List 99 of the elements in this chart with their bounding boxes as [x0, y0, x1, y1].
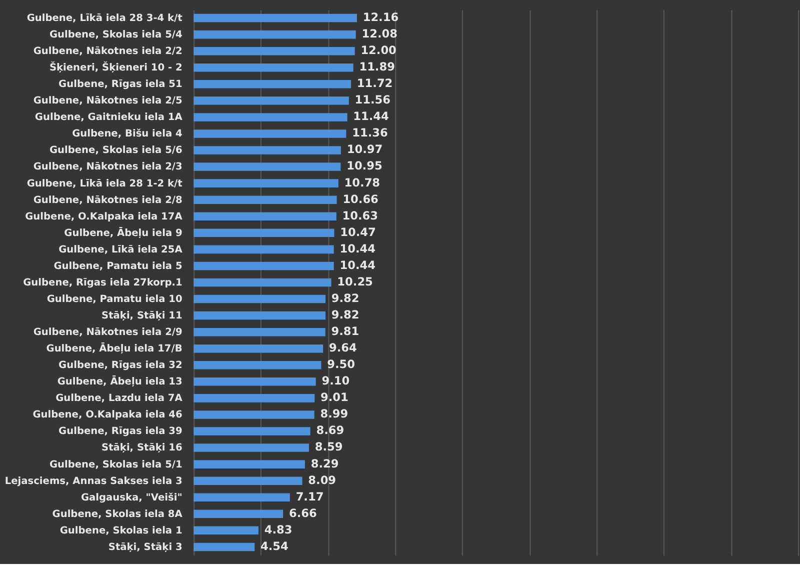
- y-tick-label: Gulbene, Bišu iela 4: [72, 128, 182, 140]
- y-tick-label: Gulbene, Rīgas iela 39: [58, 426, 182, 438]
- bar: [194, 14, 357, 22]
- data-label: 10.66: [342, 192, 379, 206]
- bar: [194, 245, 334, 254]
- data-label: 8.29: [310, 457, 339, 470]
- y-tick-label: Stāķi, Stāķi 3: [108, 542, 182, 553]
- bar: [194, 460, 305, 468]
- bar: [194, 212, 336, 221]
- y-tick-label: Gulbene, Nākotnes iela 2/2: [33, 46, 182, 58]
- data-label: 11.56: [354, 94, 391, 107]
- bar: [194, 410, 314, 419]
- data-label: 9.01: [320, 391, 349, 404]
- data-label: 8.59: [314, 440, 343, 454]
- bar: [194, 113, 348, 122]
- data-label: 7.17: [296, 490, 324, 504]
- y-tick-label: Gulbene, Ābeļu iela 13: [57, 376, 182, 388]
- y-tick-label: Gulbene, Skolas iela 5/1: [49, 459, 182, 470]
- bar: [194, 63, 354, 72]
- data-label: 10.78: [344, 176, 380, 190]
- data-label: 8.99: [320, 408, 348, 421]
- y-tick-label: Gulbene, Pamatu iela 10: [46, 294, 182, 305]
- y-tick-label: Gulbene, Nākotnes iela 2/5: [33, 96, 182, 107]
- data-label: 11.36: [352, 126, 388, 140]
- data-label: 4.83: [264, 523, 292, 536]
- bar: [194, 162, 341, 171]
- y-tick-label: Gulbene, Skolas iela 1: [60, 525, 182, 536]
- y-tick-label: Gulbene, Rīgas iela 32: [58, 360, 182, 372]
- data-label: 10.47: [340, 226, 376, 239]
- bar: [194, 30, 356, 39]
- data-label: 10.44: [340, 258, 376, 272]
- y-tick-label: Gulbene, Nākotnes iela 2/9: [33, 327, 182, 338]
- bar: [194, 46, 355, 56]
- y-tick-label: Gulbene, Ābeļu iela 9: [64, 226, 182, 239]
- data-label: 10.25: [337, 275, 374, 288]
- y-tick-label: Galgauska, "Veiši": [80, 492, 182, 504]
- y-tick-label: Gulbene, Gaitnieku iela 1A: [34, 112, 183, 124]
- data-label: 12.00: [360, 44, 397, 58]
- bar: [194, 262, 334, 270]
- data-label: 9.50: [327, 358, 356, 372]
- data-label: 9.82: [331, 308, 360, 322]
- bar: [194, 146, 341, 154]
- bar: [194, 311, 326, 320]
- data-label: 6.66: [288, 506, 317, 520]
- bar: [194, 196, 337, 204]
- data-label: 11.44: [353, 110, 390, 124]
- data-label: 4.54: [260, 540, 288, 553]
- bar: [194, 378, 316, 386]
- data-label: 11.72: [356, 77, 393, 90]
- bar: [194, 427, 310, 436]
- y-tick-label: Gulbene, Līkā iela 28 1-2 k/t: [26, 178, 183, 190]
- data-label: 10.95: [346, 160, 382, 173]
- data-label: 9.10: [322, 374, 350, 388]
- data-label: 8.09: [308, 474, 336, 487]
- data-label: 12.16: [362, 10, 399, 24]
- bar: [194, 444, 309, 452]
- data-label: 12.08: [362, 28, 398, 41]
- bar: [194, 394, 315, 402]
- y-tick-label: Gulbene, Ābeļu iela 17/B: [46, 342, 182, 355]
- y-tick-label: Gulbene, Rīgas iela 51: [58, 79, 182, 90]
- y-tick-label: Gulbene, Skolas iela 5/4: [49, 30, 182, 41]
- y-tick-label: Gulbene, Nākotnes iela 2/8: [33, 194, 182, 206]
- bar: [194, 294, 326, 304]
- bar: [194, 328, 326, 336]
- y-tick-label: Gulbene, Līkā iela 25A: [58, 244, 183, 256]
- bar: [194, 130, 346, 138]
- y-tick-label: Gulbene, Lazdu iela 7A: [56, 393, 183, 404]
- bar: [194, 476, 302, 485]
- bar: [194, 526, 258, 535]
- data-label: 8.69: [316, 424, 344, 438]
- data-label: 9.82: [331, 292, 360, 305]
- y-tick-label: Gulbene, Skolas iela 8A: [52, 508, 183, 520]
- y-tick-label: Gulbene, Līkā iela 28 3-4 k/t: [26, 12, 183, 24]
- y-tick-label: Gulbene, Nākotnes iela 2/3: [33, 162, 182, 173]
- bar: [194, 493, 290, 502]
- bar: [194, 278, 332, 287]
- y-tick-label: Gulbene, O.Kalpaka iela 17A: [25, 211, 183, 222]
- data-label: 10.63: [342, 209, 378, 222]
- bar: [194, 228, 334, 238]
- data-label: 9.81: [331, 325, 360, 338]
- y-tick-label: Lejasciems, Annas Sakses iela 3: [4, 476, 182, 487]
- data-label: 10.97: [346, 143, 383, 156]
- y-tick-label: Stāķi, Stāķi 16: [102, 442, 182, 454]
- bar: [194, 542, 255, 552]
- data-label: 9.64: [328, 342, 357, 355]
- y-tick-label: Gulbene, Pamatu iela 5: [54, 260, 182, 272]
- y-tick-label: Stāķi, Stāķi 11: [102, 310, 182, 322]
- bar: [194, 80, 352, 88]
- bar: [194, 361, 322, 370]
- bar: [194, 96, 349, 105]
- data-label: 10.44: [340, 242, 376, 256]
- bar: [194, 344, 324, 353]
- y-tick-label: Šķieneri, Šķieneri 10 - 2: [49, 60, 182, 74]
- y-tick-label: Gulbene, Skolas iela 5/6: [49, 145, 182, 156]
- bar: [194, 510, 284, 518]
- data-label: 11.89: [359, 60, 396, 74]
- y-tick-label: Gulbene, Rīgas iela 27korp.1: [23, 277, 182, 288]
- bar: [194, 179, 338, 188]
- y-tick-label: Gulbene, O.Kalpaka iela 46: [32, 410, 182, 421]
